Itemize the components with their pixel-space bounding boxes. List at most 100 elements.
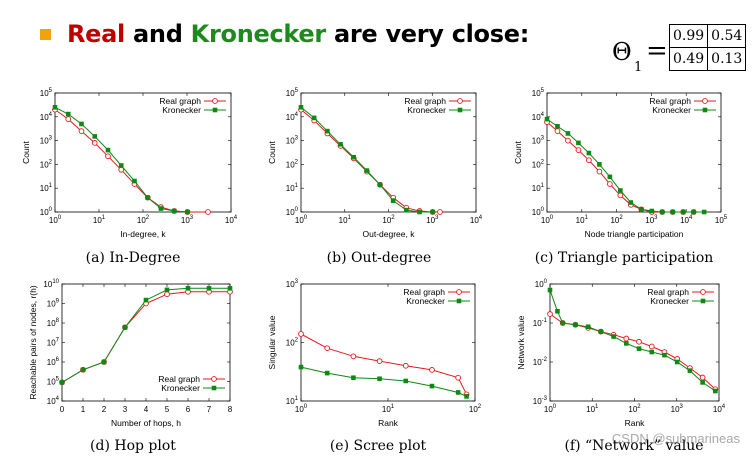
- plot-frame: [546, 92, 722, 213]
- y-axis-label: Count: [513, 141, 523, 164]
- data-point-kronecker: [636, 346, 642, 351]
- series-line-kronecker: [54, 106, 188, 213]
- legend-marker-real: [212, 98, 218, 104]
- legend-marker-real: [211, 376, 217, 382]
- data-point-kronecker: [351, 375, 356, 381]
- data-point-real: [565, 137, 571, 144]
- data-point-real: [547, 311, 553, 317]
- data-point-kronecker: [80, 367, 86, 373]
- data-point-kronecker: [206, 286, 212, 291]
- data-point-real: [298, 331, 304, 337]
- x-axis-label: Number of hops, h: [111, 418, 181, 428]
- data-point-real: [699, 374, 706, 381]
- y-tick-label: 101: [286, 183, 299, 193]
- x-tick-label: 6: [186, 405, 191, 414]
- y-tick-label: 104: [47, 396, 60, 406]
- x-tick-label: 105: [715, 215, 728, 225]
- data-point-real: [607, 181, 613, 187]
- plot-frame: [549, 283, 720, 402]
- data-point-real: [596, 168, 603, 175]
- data-point-real: [429, 367, 435, 373]
- legend-marker-real: [457, 98, 463, 104]
- data-point-kronecker: [377, 376, 382, 382]
- data-point-real: [376, 358, 383, 364]
- theta-symbol: Θ: [612, 38, 632, 66]
- y-tick-label: 101: [40, 183, 53, 193]
- y-axis-label: Count: [267, 141, 277, 164]
- data-point-kronecker: [670, 209, 676, 215]
- data-point-kronecker: [311, 115, 317, 121]
- data-point-real: [617, 192, 624, 199]
- data-point-kronecker: [132, 178, 137, 184]
- matrix-cell: 0.49: [668, 47, 709, 71]
- y-tick-label: 1010: [43, 279, 59, 289]
- y-tick-label: 102: [40, 159, 53, 169]
- legend-marker-real: [456, 289, 462, 295]
- data-point-real: [78, 128, 85, 134]
- data-point-real: [91, 140, 98, 146]
- legend-marker-real: [700, 289, 706, 295]
- legend-label: Kronecker: [650, 296, 689, 306]
- theta-equation: Θ 1 = 0.99 0.54 0.49 0.13: [612, 22, 752, 76]
- x-tick-label: 103: [645, 215, 658, 225]
- x-tick-label: 8: [228, 405, 233, 414]
- legend-label: Kronecker: [162, 105, 201, 115]
- plot-frame: [300, 283, 476, 402]
- title-real: Real: [67, 20, 125, 48]
- legend-label: Kronecker: [652, 105, 691, 115]
- x-axis-label: Rank: [625, 418, 646, 428]
- x-tick-label: 100: [49, 215, 62, 225]
- data-point-real: [575, 147, 582, 153]
- chart-4: 0 1 2 3 4 5 6 7 8 104 105 106 107 108 109 1010 Number of…: [28, 279, 233, 454]
- x-tick-label: 100: [295, 215, 308, 225]
- chart-6: 100 101 102 103 104 10-3 10-2 10-1 100 Rank Networ…: [516, 279, 726, 454]
- y-tick-label: 105: [47, 377, 60, 387]
- data-point-kronecker: [145, 195, 151, 200]
- y-tick-label: 103: [40, 136, 53, 146]
- data-point-real: [636, 338, 642, 345]
- data-point-kronecker: [351, 154, 356, 160]
- data-point-kronecker: [164, 287, 170, 293]
- data-point-real: [350, 353, 357, 360]
- equals-sign: =: [646, 36, 668, 66]
- matrix-row: 0.49 0.13: [668, 47, 747, 71]
- y-axis-label: Count: [21, 141, 31, 164]
- legend-label: Real graph: [403, 287, 445, 297]
- data-point-kronecker: [429, 383, 435, 389]
- data-point-kronecker: [611, 334, 616, 339]
- x-axis-label: Node triangle participation: [585, 229, 684, 239]
- y-tick-label: 102: [532, 159, 545, 169]
- y-tick-label: 105: [286, 88, 299, 98]
- data-point-kronecker: [555, 308, 560, 314]
- chart-caption: (f) “Network” value: [564, 438, 703, 454]
- y-tick-label: 104: [532, 112, 545, 122]
- data-point-real: [402, 362, 409, 369]
- y-tick-label: 10-2: [533, 357, 548, 367]
- legend-label: Real graph: [158, 374, 200, 384]
- x-tick-label: 3: [123, 405, 128, 414]
- matrix-cell: 0.13: [707, 47, 747, 71]
- legend-marker-kronecker: [700, 298, 706, 304]
- y-tick-label: 100: [535, 279, 548, 289]
- x-axis-label: Rank: [378, 418, 399, 428]
- y-axis-label: Reachable pairs of nodes, r(h): [28, 285, 38, 400]
- data-point-kronecker: [585, 324, 591, 330]
- x-tick-label: 102: [628, 404, 641, 414]
- x-tick-label: 104: [470, 215, 483, 225]
- series-line-real: [300, 333, 468, 395]
- chart-caption: (e) Scree plot: [330, 438, 427, 454]
- y-tick-label: 101: [286, 396, 299, 406]
- x-tick-label: 7: [207, 405, 212, 414]
- data-point-kronecker: [649, 208, 655, 214]
- legend-label: Real graph: [649, 96, 691, 106]
- y-tick-label: 102: [286, 338, 299, 348]
- data-point-kronecker: [298, 105, 304, 110]
- data-point-kronecker: [555, 123, 560, 129]
- data-point-kronecker: [586, 150, 592, 156]
- legend-label: Kronecker: [407, 105, 446, 115]
- chart-caption: (c) Triangle participation: [535, 250, 714, 266]
- chart-caption: (a) In-Degree: [86, 250, 181, 266]
- series-line-kronecker: [300, 366, 467, 397]
- data-point-kronecker: [430, 209, 436, 215]
- y-tick-label: 105: [40, 88, 53, 98]
